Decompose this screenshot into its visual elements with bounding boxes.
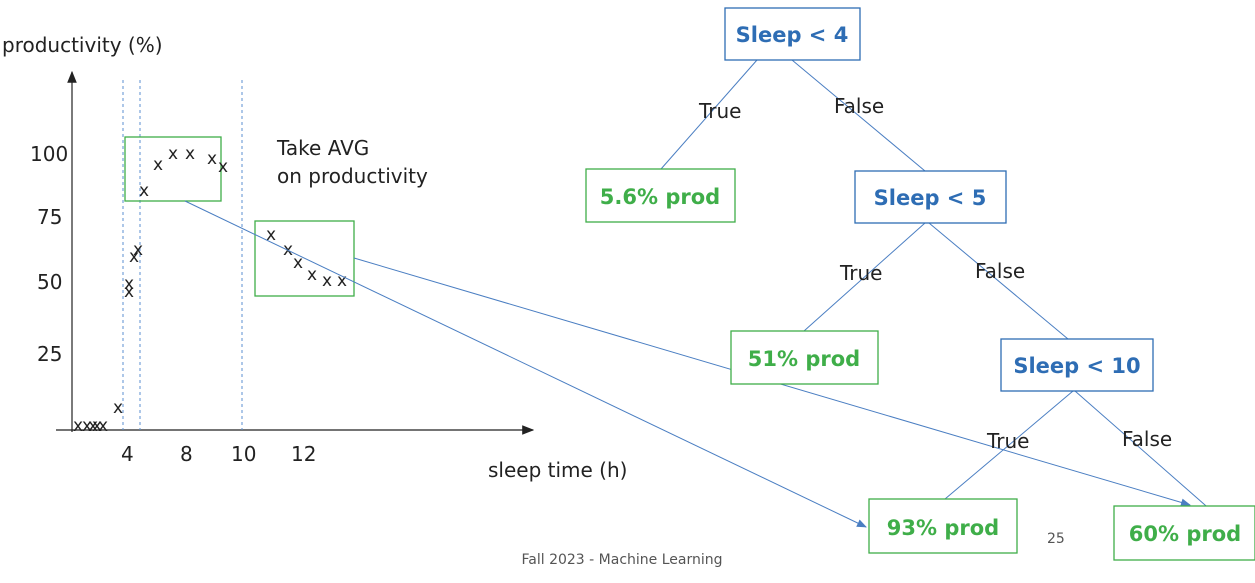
leaf-93-prod <box>868 498 1018 554</box>
x-tick-label: 10 <box>231 442 256 466</box>
scatter-point: x <box>153 155 163 175</box>
edge-label-false: False <box>834 94 884 118</box>
scatter-point: x <box>129 247 139 267</box>
edge-label-true: True <box>698 99 741 123</box>
edge-root-false <box>791 59 926 172</box>
node-sleep-lt-4 <box>724 7 861 61</box>
edge-root-true <box>660 59 758 170</box>
scatter-point: x <box>98 416 108 436</box>
x-tick-label: 4 <box>121 442 134 466</box>
node-sleep-lt-5 <box>854 170 1007 224</box>
leaf-5-6-prod <box>585 168 736 223</box>
scatter-point: x <box>124 274 134 294</box>
edge-label-false: False <box>975 259 1025 283</box>
y-tick-label: 50 <box>37 270 62 294</box>
edge-label-false: False <box>1122 427 1172 451</box>
y-tick-label: 25 <box>37 342 62 366</box>
scatter-point: x <box>293 253 303 273</box>
y-tick-label: 100 <box>30 142 68 166</box>
group-box-high <box>124 136 222 202</box>
scatter-point: x <box>185 144 195 164</box>
scatter-point: x <box>73 416 83 436</box>
edge-sleep5-true <box>803 222 926 332</box>
scatter-point: x <box>113 398 123 418</box>
leaf-51-prod <box>730 330 879 385</box>
edge-sleep5-false <box>928 222 1069 340</box>
x-tick-label: 12 <box>291 442 316 466</box>
annotation-line-1: Take AVG <box>276 136 369 160</box>
node-sleep-lt-10 <box>1000 338 1154 392</box>
x-axis-title: sleep time (h) <box>488 458 627 482</box>
footer-course: Fall 2023 - Machine Learning <box>522 552 723 568</box>
edge-sleep10-false <box>1074 390 1214 513</box>
leaf-label: 93% prod <box>887 516 999 540</box>
scatter-point: x <box>218 157 228 177</box>
leaf-label: 60% prod <box>1129 522 1241 546</box>
arrow-high-to-93 <box>184 200 867 528</box>
scatter-point: x <box>266 225 276 245</box>
scatter-point: x <box>133 240 143 260</box>
page-number: 25 <box>1047 531 1065 547</box>
scatter-point: x <box>124 282 134 302</box>
scatter-marks: xxxxxxxxxxxxxxxxxxxxxx <box>73 144 347 436</box>
node-label: Sleep < 10 <box>1013 354 1140 378</box>
leaf-label: 51% prod <box>748 347 860 371</box>
leaf-label: 5.6% prod <box>600 185 720 209</box>
scatter-point: x <box>307 265 317 285</box>
annotation-line-2: on productivity <box>277 164 428 188</box>
y-tick-label: 75 <box>37 205 62 229</box>
edge-label-true: True <box>839 261 882 285</box>
scatter-point: x <box>88 416 98 436</box>
scatter-point: x <box>168 144 178 164</box>
scatter-point: x <box>337 271 347 291</box>
scatter-point: x <box>92 416 102 436</box>
leaf-60-prod <box>1113 505 1255 561</box>
node-label: Sleep < 4 <box>736 23 849 47</box>
scatter-point: x <box>139 181 149 201</box>
edge-sleep10-true <box>944 390 1074 500</box>
node-label: Sleep < 5 <box>874 186 987 210</box>
scatter-point: x <box>207 149 217 169</box>
scatter-point: x <box>82 416 92 436</box>
edge-label-true: True <box>986 429 1029 453</box>
x-tick-label: 8 <box>180 442 193 466</box>
scatter-point: x <box>322 271 332 291</box>
y-axis-title: productivity (%) <box>2 33 163 57</box>
